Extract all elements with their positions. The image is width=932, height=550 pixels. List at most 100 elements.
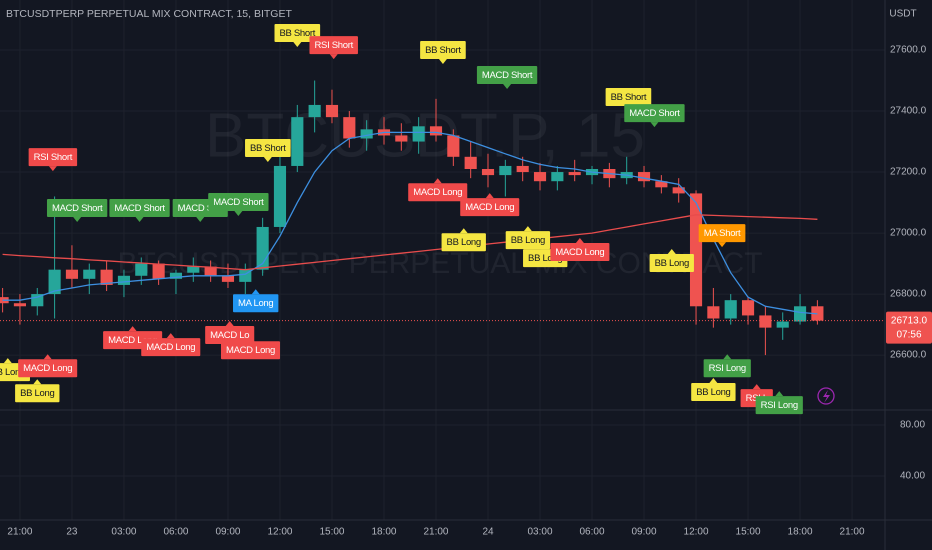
signal-label-pointer [33, 379, 42, 385]
signal-label: MACD Long [460, 193, 520, 217]
signal-label: MACD Long [220, 336, 281, 360]
x-tick-label: 21:00 [423, 527, 448, 538]
signal-label-text: MACD Short [482, 70, 533, 81]
signal-label-pointer [433, 178, 442, 184]
signal-label-box [220, 341, 281, 360]
signal-label-pointer [43, 354, 52, 360]
signal-label-pointer [459, 228, 468, 234]
signal-label-text: RSI Short [314, 40, 353, 51]
candle-body [707, 306, 720, 319]
signal-label: BB Short [420, 41, 466, 65]
signal-label-text: MACD Short [52, 203, 103, 214]
signal-label-pointer [128, 326, 137, 332]
candle-body [100, 269, 113, 285]
candle-body [464, 156, 477, 170]
signal-label-box [15, 384, 60, 403]
signal-label-box [245, 138, 291, 157]
signal-label-pointer [251, 289, 260, 295]
signal-label-box [624, 104, 685, 123]
signal-label-text: MACD Short [213, 197, 264, 208]
y-tick-label: 40.00 [900, 471, 925, 482]
signal-label-text: MACD Long [226, 345, 275, 356]
signal-label-pointer [166, 333, 175, 339]
signal-label-pointer [775, 391, 784, 397]
signal-label-text: MACD Long [555, 247, 604, 258]
candle-body [117, 275, 131, 285]
candle-body [48, 269, 61, 295]
signal-label-text: BB Long [20, 388, 54, 399]
candle-body [533, 172, 547, 182]
x-tick-label: 03:00 [111, 527, 136, 538]
signal-label-text: RSI Long [709, 363, 746, 374]
signal-label-box [28, 148, 78, 167]
y-tick-label: 27600.0 [890, 45, 927, 56]
candle-body [13, 303, 27, 307]
candle-body [83, 269, 96, 279]
signal-label: RSI Short [28, 148, 78, 172]
signal-label: RSI Short [309, 36, 358, 60]
candle-body [412, 126, 425, 142]
signal-label-box [205, 325, 255, 344]
x-tick-label: 09:00 [632, 527, 657, 538]
signal-label-pointer [48, 166, 57, 172]
candle-body [724, 300, 737, 319]
signal-label-pointer [667, 248, 676, 254]
signal-label: MACD Short [109, 199, 170, 223]
signal-label-box [755, 396, 803, 415]
signal-label-box [441, 233, 486, 252]
signal-label: MACD Long [550, 237, 610, 261]
candle-body [221, 275, 235, 282]
signal-label-text: RSI Long [761, 400, 798, 411]
candle-body [204, 266, 217, 276]
signal-label-box [460, 198, 520, 217]
x-tick-label: 24 [482, 527, 494, 538]
y-tick-label: 26800.0 [890, 289, 927, 300]
signal-label-text: MACD Lo [210, 330, 249, 341]
signal-label-pointer [293, 41, 302, 47]
candle-body [637, 172, 651, 182]
x-tick-label: 09:00 [215, 527, 240, 538]
candle-body [776, 321, 789, 328]
candle-body [793, 306, 807, 322]
signal-label-text: MACD Long [413, 187, 462, 198]
signal-label: RSI Long [703, 354, 751, 378]
candle-body [568, 172, 581, 176]
watermark: BTCUSDT.P, 15 [205, 101, 645, 170]
candle-body [343, 117, 356, 139]
x-tick-label: 15:00 [736, 527, 761, 538]
candle-body [395, 135, 408, 142]
signal-label: MACD Long [18, 354, 78, 378]
candle-body [551, 172, 564, 182]
signal-label: BB Long [441, 228, 486, 252]
candle-body [187, 266, 200, 273]
signal-label-text: MACD Short [114, 203, 165, 214]
candle-body [360, 129, 373, 139]
signal-label-pointer [523, 226, 532, 232]
signal-label-pointer [329, 54, 338, 60]
signal-label-pointer [263, 156, 272, 162]
signal-label-text: BB Long [696, 387, 730, 398]
signal-label: MACD Long [408, 178, 468, 202]
moving-average-line [2, 131, 818, 315]
signal-label: BB Long [691, 378, 736, 402]
candle-body [759, 315, 772, 328]
last-price-label: 26713.0 [891, 315, 928, 326]
y-tick-label: 26600.0 [890, 350, 927, 361]
signal-label-box [408, 183, 468, 202]
signal-label: BB Long [15, 379, 60, 403]
signal-label-text: BB Long [511, 235, 545, 246]
signal-label-pointer [234, 210, 243, 216]
signal-label-pointer [723, 354, 732, 360]
moving-average-line [2, 214, 818, 271]
last-price-box [886, 311, 932, 344]
signal-label-pointer [3, 358, 12, 364]
signal-label: BB Long [649, 248, 694, 272]
x-tick-label: 06:00 [163, 527, 188, 538]
alert-icon[interactable] [817, 387, 835, 405]
candle-body [291, 117, 304, 166]
signal-label: MA Long [233, 289, 279, 313]
signal-label-box [141, 338, 201, 357]
x-tick-label: 18:00 [371, 527, 396, 538]
